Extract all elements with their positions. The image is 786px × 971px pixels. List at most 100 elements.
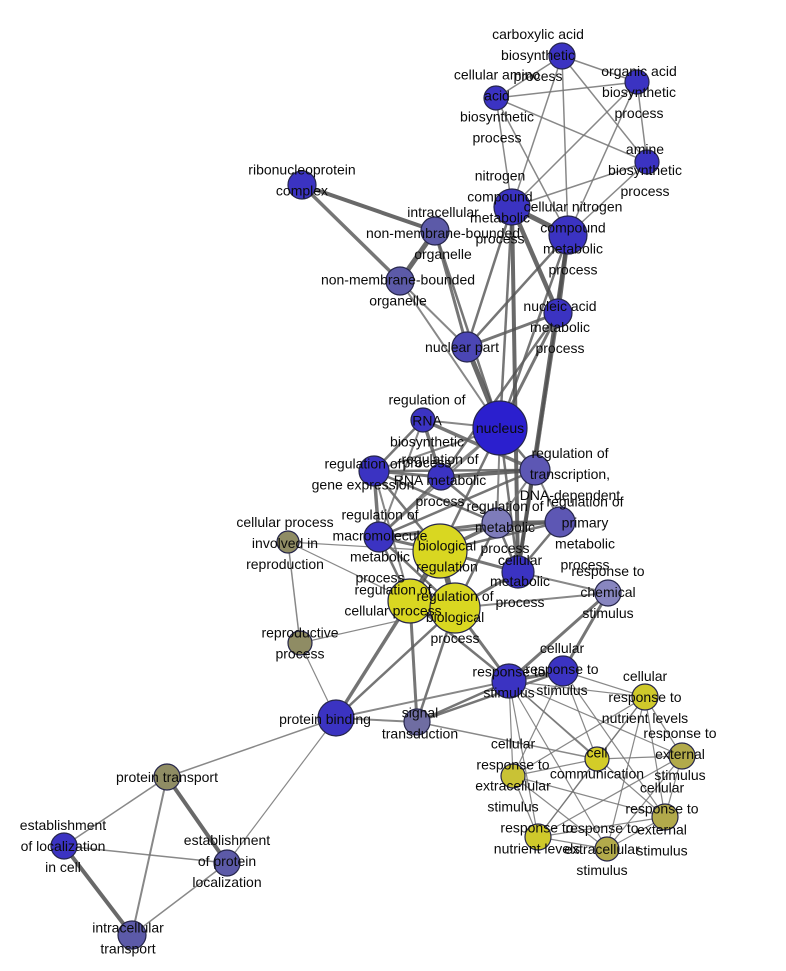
node-label-amino: process xyxy=(472,130,521,146)
edge-ribo-intraorg xyxy=(301,183,436,233)
node-intratransport[interactable] xyxy=(117,920,147,950)
node-regtranscription[interactable] xyxy=(519,454,551,486)
node-respextracell[interactable] xyxy=(594,836,620,862)
node-label-intratransport: intracellular xyxy=(92,920,164,936)
edge-cellnitrogen-cellmetab xyxy=(516,234,570,573)
node-nucleicacid[interactable] xyxy=(543,298,573,328)
node-nmborg[interactable] xyxy=(385,266,415,296)
edge-cellrespexternal-respnutrient xyxy=(537,816,666,838)
node-label-regmetab: regulation of xyxy=(466,498,543,514)
node-cellrespexternal[interactable] xyxy=(651,803,679,831)
edge-nmborg-nucleus xyxy=(399,280,501,429)
node-cellrespnutrient[interactable] xyxy=(631,683,659,711)
node-proteinbinding[interactable] xyxy=(317,699,355,737)
edge-organic-amino xyxy=(495,81,638,99)
node-regbioproc[interactable] xyxy=(429,582,481,634)
node-cellrespextracell[interactable] xyxy=(500,763,526,789)
edge-amino-cellnitrogen xyxy=(495,97,569,236)
node-cellnitrogen[interactable] xyxy=(548,215,588,255)
node-label-regtranscription: transcription, xyxy=(530,466,610,482)
node-amine[interactable] xyxy=(634,149,660,175)
node-reggeneexpr[interactable] xyxy=(358,455,390,487)
edge-carboxylic-cellnitrogen xyxy=(561,55,569,236)
node-responsechem[interactable] xyxy=(594,579,622,607)
node-label-carboxylic: biosynthetic xyxy=(501,47,575,63)
node-label-cellrespnutrient: nutrient levels xyxy=(602,710,688,726)
edge-organic-cellnitrogen xyxy=(567,81,638,236)
node-cellprocrepro[interactable] xyxy=(276,530,300,554)
edge-reggeneexpr-regmetab xyxy=(373,469,498,525)
node-respnutrient[interactable] xyxy=(524,823,552,851)
node-label-intraorg: organelle xyxy=(414,246,472,262)
node-label-estloccell: of localization xyxy=(21,838,106,854)
node-proteintransport[interactable] xyxy=(153,763,181,791)
edge-cellrespextracell-respextracell xyxy=(512,775,608,850)
node-respexternal[interactable] xyxy=(668,742,696,770)
edge-cellrespstim-cellcomm xyxy=(562,670,598,760)
node-label-responsechem: stimulus xyxy=(582,605,633,621)
node-label-regmetab: metabolic xyxy=(475,519,535,535)
edge-cellrespextracell-cellcomm xyxy=(512,758,598,777)
node-cellcomm[interactable] xyxy=(584,746,610,772)
node-label-regRNAbiosynth: RNA xyxy=(412,413,442,429)
node-label-regbioproc: process xyxy=(430,630,479,646)
node-cellrespstim[interactable] xyxy=(547,655,579,687)
node-label-cellrespstim: response to xyxy=(525,661,598,677)
edge-carboxylic-amine xyxy=(561,55,648,163)
node-label-respexternal: response to xyxy=(643,725,716,741)
edge-amino-amine xyxy=(495,97,648,163)
node-ribo[interactable] xyxy=(287,170,317,200)
node-label-amino: acid xyxy=(484,88,510,104)
node-carboxylic[interactable] xyxy=(548,42,576,70)
edge-nucleicacid-nitrogen xyxy=(509,206,561,314)
node-nuclearpart[interactable] xyxy=(451,331,483,363)
node-label-regRNAmetab: process xyxy=(415,493,464,509)
node-regmetab[interactable] xyxy=(481,507,513,539)
node-regRNAbiosynth[interactable] xyxy=(410,407,436,433)
edge-cellrespstim-cellrespextracell xyxy=(512,670,564,777)
node-nitrogen[interactable] xyxy=(493,188,531,226)
node-label-organic: process xyxy=(614,105,663,121)
node-label-intratransport: transport xyxy=(100,941,155,957)
node-label-respextracell: extracellular xyxy=(564,841,640,857)
node-signaltrans[interactable] xyxy=(403,708,431,736)
node-label-regmacromol: regulation of xyxy=(341,507,418,523)
node-regmacromol[interactable] xyxy=(363,521,395,553)
node-label-estprotloc: localization xyxy=(192,874,261,890)
node-cellmetab[interactable] xyxy=(501,555,535,589)
node-label-estprotloc: establishment xyxy=(184,832,270,848)
edge-amine-nitrogen xyxy=(511,161,648,208)
node-label-respextracell: response to xyxy=(565,820,638,836)
node-estprotloc[interactable] xyxy=(213,849,241,877)
node-label-nucleicacid: nucleic acid xyxy=(523,298,596,314)
node-label-cellrespexternal: response to xyxy=(625,801,698,817)
node-label-regRNAmetab: regulation of xyxy=(401,451,478,467)
node-label-cellmetab: cellular xyxy=(498,552,543,568)
node-label-amine: biosynthetic xyxy=(608,162,682,178)
node-regprimary[interactable] xyxy=(544,506,576,538)
node-intraorg[interactable] xyxy=(420,216,450,246)
node-label-cellrespnutrient: response to xyxy=(608,689,681,705)
node-label-proteintransport: protein transport xyxy=(116,769,218,785)
node-organic[interactable] xyxy=(624,69,650,95)
node-nucleus[interactable] xyxy=(472,400,528,456)
node-label-cellrespstim: stimulus xyxy=(536,682,587,698)
node-label-nitrogen: compound xyxy=(467,189,532,205)
edge-reproproc-regbioproc xyxy=(299,607,456,644)
node-regRNAmetab[interactable] xyxy=(427,463,455,491)
node-reproproc[interactable] xyxy=(287,630,313,656)
node-label-responsestim: stimulus xyxy=(483,685,534,701)
node-responsestim[interactable] xyxy=(491,663,527,699)
node-label-nucleicacid: metabolic xyxy=(530,319,590,335)
node-amino[interactable] xyxy=(483,85,509,111)
node-label-ribo: complex xyxy=(276,183,328,199)
node-estloccell[interactable] xyxy=(50,832,78,860)
node-bioreg[interactable] xyxy=(412,523,468,579)
edge-regprimary-regmacromol xyxy=(378,520,561,539)
edge-proteinbinding-regbioproc xyxy=(335,607,456,719)
node-label-nucleus: nucleus xyxy=(476,420,524,436)
node-label-cellcomm: communication xyxy=(550,766,644,782)
node-label-regprimary: metabolic xyxy=(555,536,615,552)
